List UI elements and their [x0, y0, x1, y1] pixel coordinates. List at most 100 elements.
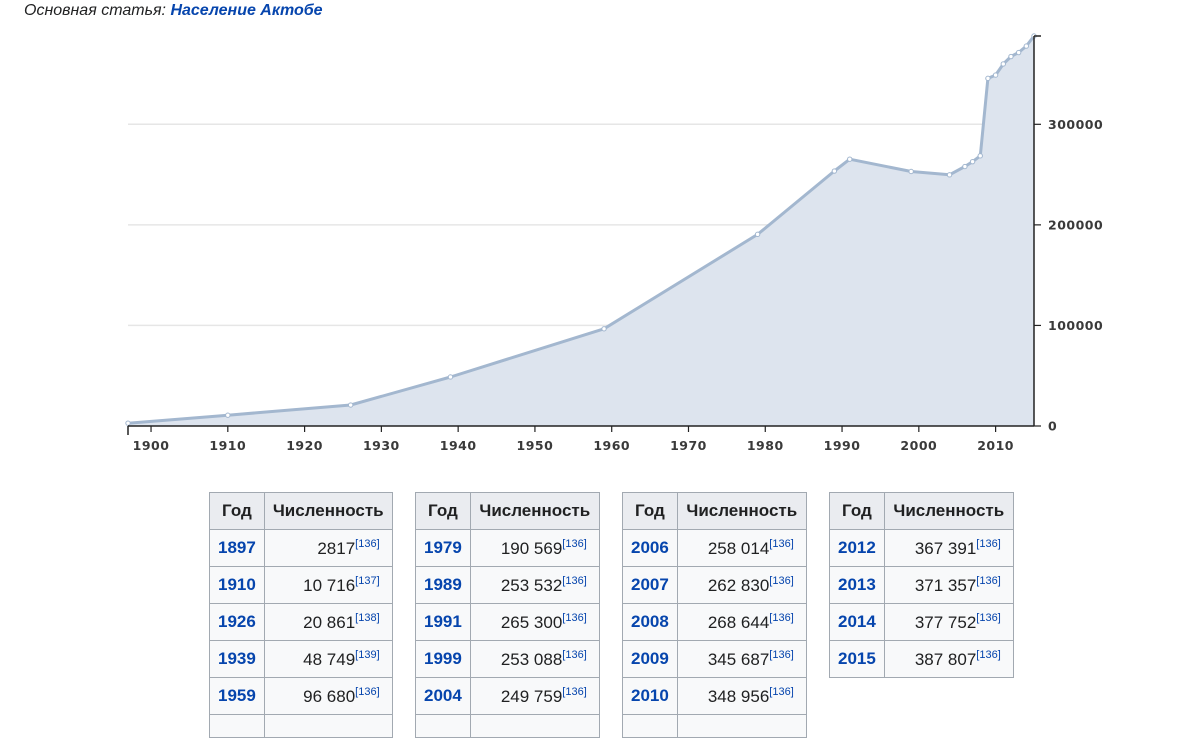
reference-link[interactable]: [138] — [355, 611, 380, 624]
table-row: 1897 2817[136] — [209, 529, 393, 567]
hatnote: Основная статья: Население Актобе — [24, 2, 323, 20]
header-year: Год — [829, 492, 885, 530]
year-link[interactable]: 1999 — [424, 649, 462, 668]
population-value: 387 807 — [914, 649, 977, 669]
year-link[interactable]: 2013 — [838, 575, 876, 594]
data-point — [908, 168, 914, 175]
population-table-3: Год Численность 2006 258 014[136] 2007 262 83… — [622, 492, 807, 738]
year-link[interactable]: 2014 — [838, 612, 876, 631]
table-row: 1959 96 680[136] — [209, 677, 393, 715]
year-cell: 2014 — [829, 603, 885, 641]
population-cell: 268 644[136] — [676, 603, 807, 641]
table-row — [622, 714, 807, 738]
population-cell: 253 088[136] — [469, 640, 600, 678]
reference-link[interactable]: [136] — [355, 537, 380, 550]
reference-link[interactable]: [136] — [355, 685, 380, 698]
population-value: 268 644 — [707, 612, 770, 632]
year-link[interactable]: 2007 — [631, 575, 669, 594]
year-link[interactable]: 2012 — [838, 538, 876, 557]
year-link[interactable]: 1926 — [218, 612, 256, 631]
population-area — [128, 36, 1034, 426]
reference-link[interactable]: [139] — [355, 648, 380, 661]
data-point — [347, 402, 354, 408]
population-cell: 387 807[136] — [883, 640, 1014, 678]
hatnote-prefix: Основная статья: — [24, 2, 166, 19]
data-point — [754, 231, 761, 238]
population-table-1: Год Численность 1897 2817[136] 1910 10 716[13… — [209, 492, 393, 738]
population-value: 377 752 — [914, 612, 977, 632]
table-row: 2015 387 807[136] — [829, 640, 1014, 678]
year-link[interactable]: 2006 — [631, 538, 669, 557]
year-link[interactable]: 1910 — [218, 575, 256, 594]
population-cell: 348 956[136] — [676, 677, 807, 715]
y-tick-label: 0 — [1048, 419, 1057, 434]
population-value: 265 300 — [500, 612, 563, 632]
year-link[interactable]: 1979 — [424, 538, 462, 557]
main-article-link[interactable]: Население Актобе — [170, 2, 323, 19]
year-link[interactable]: 1991 — [424, 612, 462, 631]
population-value: 367 391 — [914, 538, 977, 558]
reference-link[interactable]: [136] — [562, 685, 587, 698]
population-value: 96 680 — [303, 686, 356, 706]
year-cell: 1999 — [415, 640, 471, 678]
year-link[interactable]: 1989 — [424, 575, 462, 594]
population-value: 262 830 — [707, 575, 770, 595]
reference-link[interactable]: [136] — [769, 537, 794, 550]
data-point — [985, 75, 991, 82]
reference-link[interactable]: [136] — [976, 611, 1001, 624]
reference-link[interactable]: [136] — [562, 611, 587, 624]
year-cell: 1959 — [209, 677, 265, 715]
year-link[interactable]: 2015 — [838, 649, 876, 668]
population-value: 253 088 — [500, 649, 563, 669]
table-row: 1991 265 300[136] — [415, 603, 600, 641]
reference-link[interactable]: [136] — [562, 574, 587, 587]
table-row: 1999 253 088[136] — [415, 640, 600, 678]
year-link[interactable]: 2008 — [631, 612, 669, 631]
population-cell: 20 861[138] — [263, 603, 393, 641]
year-cell: 2007 — [622, 566, 678, 604]
reference-link[interactable]: [137] — [355, 574, 380, 587]
population-cell: 377 752[136] — [883, 603, 1014, 641]
population-cell: 249 759[136] — [469, 677, 600, 715]
table-row: 1979 190 569[136] — [415, 529, 600, 567]
year-link[interactable]: 1959 — [218, 686, 256, 705]
year-link[interactable]: 1897 — [218, 538, 256, 557]
data-point — [601, 326, 607, 332]
data-point — [992, 72, 999, 78]
header-year: Год — [415, 492, 471, 530]
table-header-row: Год Численность — [622, 492, 807, 530]
reference-link[interactable]: [136] — [769, 611, 794, 624]
year-link[interactable]: 2009 — [631, 649, 669, 668]
year-cell: 2009 — [622, 640, 678, 678]
population-cell: 190 569[136] — [469, 529, 600, 567]
population-cell: 10 716[137] — [263, 566, 393, 604]
x-tick-label: 1920 — [286, 438, 323, 453]
reference-link[interactable]: [136] — [769, 685, 794, 698]
year-cell: 2006 — [622, 529, 678, 567]
table-header-row: Год Численность — [829, 492, 1014, 530]
population-value: 249 759 — [500, 686, 563, 706]
y-tick-label: 300000 — [1048, 117, 1103, 132]
reference-link[interactable]: [136] — [976, 648, 1001, 661]
x-tick-label: 1910 — [209, 438, 246, 453]
reference-link[interactable]: [136] — [976, 574, 1001, 587]
table-row — [415, 714, 600, 738]
y-tick-label: 100000 — [1048, 318, 1103, 333]
table-row — [209, 714, 393, 738]
reference-link[interactable]: [136] — [769, 648, 794, 661]
table-row: 2008 268 644[136] — [622, 603, 807, 641]
population-chart: 1900 1910 1920 1930 1940 1950 1960 1970 1980 1990… — [125, 33, 1103, 453]
reference-link[interactable]: [136] — [769, 574, 794, 587]
year-link[interactable]: 2010 — [631, 686, 669, 705]
reference-link[interactable]: [136] — [976, 537, 1001, 550]
year-link[interactable]: 2004 — [424, 686, 462, 705]
population-cell: 253 532[136] — [469, 566, 600, 604]
population-value: 348 956 — [707, 686, 770, 706]
table-row: 1989 253 532[136] — [415, 566, 600, 604]
data-point — [946, 172, 953, 178]
reference-link[interactable]: [136] — [562, 648, 587, 661]
year-cell: 2004 — [415, 677, 471, 715]
reference-link[interactable]: [136] — [562, 537, 587, 550]
year-link[interactable]: 1939 — [218, 649, 256, 668]
population-value: 345 687 — [707, 649, 770, 669]
